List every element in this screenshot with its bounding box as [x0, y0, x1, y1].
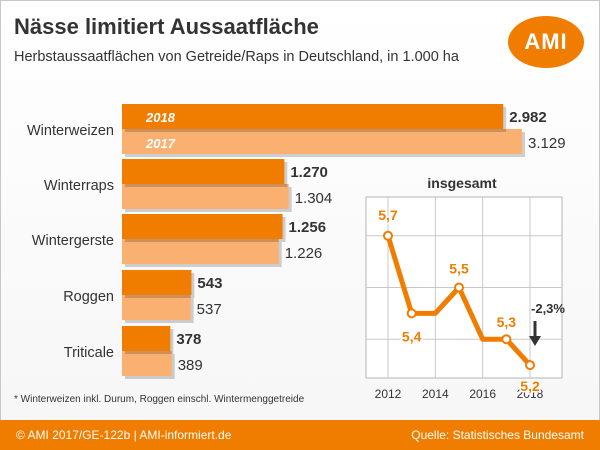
data-point — [406, 308, 417, 319]
bar-chart: Winterweizen 2.982 3.129 2018 2017 Winterraps… — [27, 104, 566, 379]
category-label: Roggen — [63, 289, 114, 305]
category-label: Triticale — [64, 345, 114, 361]
category-label: Winterweizen — [27, 123, 114, 139]
point-value-label: 5,5 — [449, 261, 469, 277]
x-tick-label: 2016 — [469, 387, 496, 401]
bar-2018 — [122, 104, 504, 129]
bar-2017 — [122, 351, 172, 376]
x-tick-label: 2014 — [422, 387, 449, 401]
ami-logo: AMI — [508, 16, 584, 68]
footer-copyright: © AMI 2017/GE-122b | AMI-informiert.de — [16, 428, 232, 442]
bar-2017 — [122, 239, 279, 264]
bar-2017 — [122, 129, 522, 154]
arrow-down-icon — [529, 336, 541, 346]
value-label-2017: 537 — [197, 301, 222, 318]
bar-2018 — [122, 214, 283, 239]
category-label: Winterraps — [44, 178, 114, 194]
footnote: * Winterweizen inkl. Durum, Roggen einsc… — [14, 394, 305, 405]
value-label-2018: 1.270 — [290, 164, 328, 181]
data-point — [525, 360, 535, 371]
chart-canvas: Winterweizen 2.982 3.129 2018 2017 Winterraps… — [27, 104, 566, 401]
footer-source: Quelle: Statistisches Bundesamt — [411, 428, 584, 442]
point-value-label: 5,7 — [378, 207, 398, 223]
bar-2017 — [122, 184, 289, 209]
data-point — [501, 334, 512, 345]
change-annotation: -2,3% — [531, 301, 565, 316]
inset-title: insgesamt — [427, 175, 497, 191]
point-value-label: 5,4 — [402, 328, 422, 344]
value-label-2018: 543 — [197, 275, 222, 292]
bar-2017 — [122, 295, 191, 320]
value-label-2017: 1.226 — [285, 245, 323, 262]
x-tick-label: 2018 — [517, 387, 544, 401]
bar-2018 — [122, 159, 285, 184]
value-label-2018: 2.982 — [509, 109, 547, 126]
point-value-label: 5,2 — [520, 378, 540, 394]
line-chart-inset: 2012 2014 2016 2018 insgesamt 5,7 5,4 5,5 5,3 5,2… — [365, 175, 565, 401]
category-label: Wintergerste — [32, 233, 114, 249]
data-point — [383, 230, 393, 241]
footer-bar: © AMI 2017/GE-122b | AMI-informiert.de Q… — [0, 420, 600, 450]
value-label-2017: 1.304 — [295, 190, 333, 207]
value-label-2018: 378 — [176, 331, 201, 348]
series-label-2017: 2017 — [145, 136, 176, 151]
data-point — [454, 282, 464, 293]
x-tick-label: 2012 — [375, 387, 402, 401]
bar-2018 — [122, 270, 192, 295]
value-label-2017: 3.129 — [528, 135, 566, 152]
value-label-2017: 389 — [178, 357, 203, 374]
value-label-2018: 1.256 — [289, 219, 327, 236]
bar-2018 — [122, 326, 171, 351]
chart-title: Nässe limitiert Aussaatfläche — [14, 14, 319, 39]
chart-subtitle: Herbstaussaatflächen von Getreide/Raps i… — [14, 49, 459, 65]
point-value-label: 5,3 — [497, 314, 517, 330]
series-label-2018: 2018 — [145, 110, 176, 125]
